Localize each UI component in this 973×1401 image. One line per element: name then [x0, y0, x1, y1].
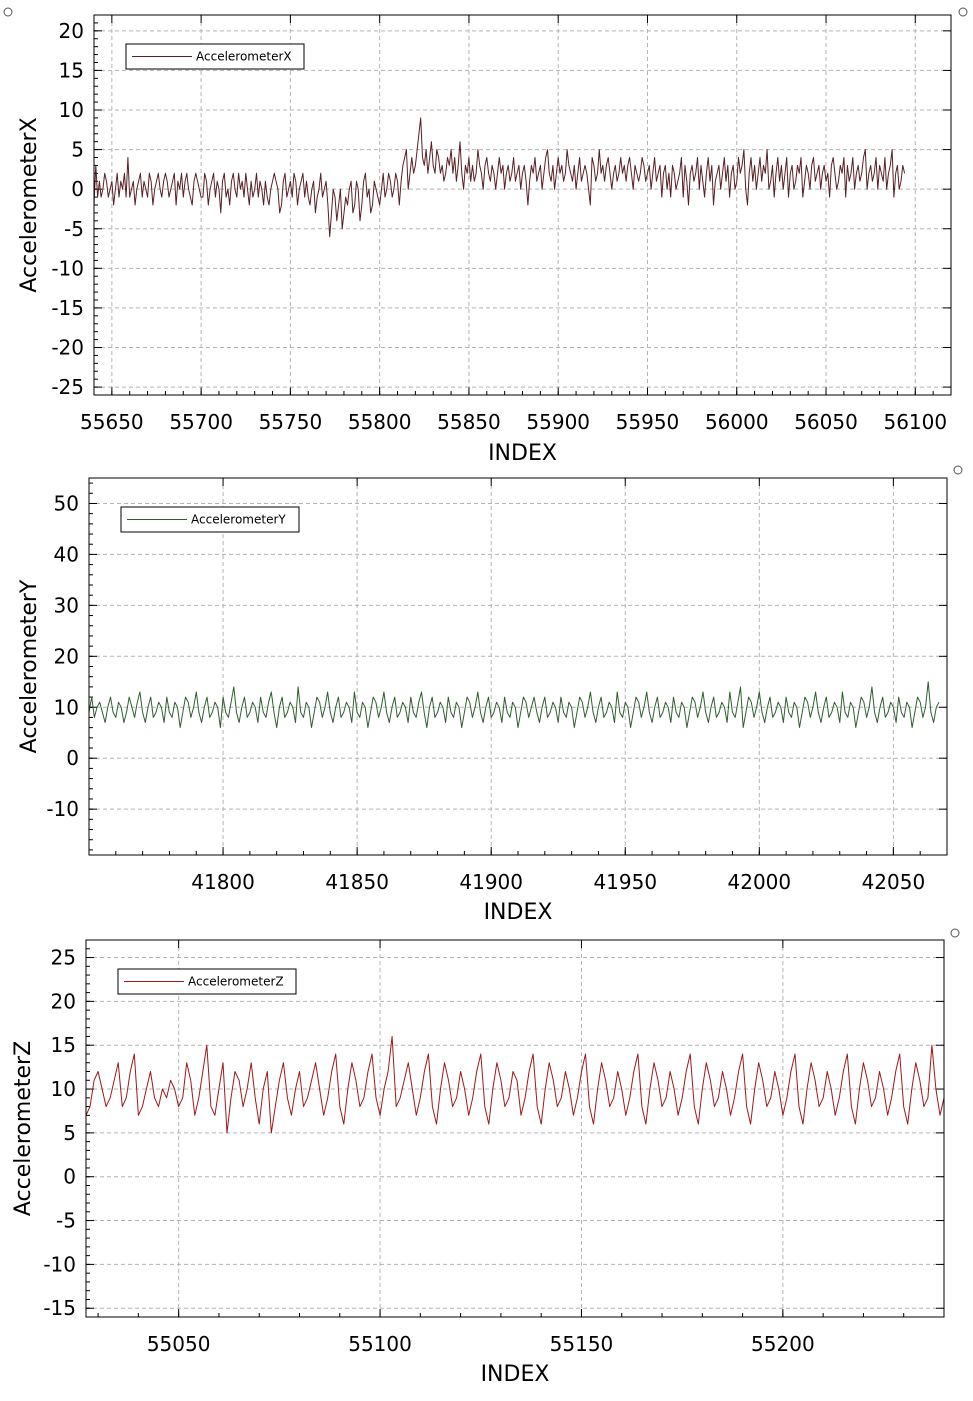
- x-tick-label: 55650: [80, 410, 144, 434]
- y-axis-title: AccelerometerY: [17, 579, 42, 753]
- corner-handle-icon: [950, 928, 960, 938]
- x-tick-label: 55850: [437, 410, 501, 434]
- x-tick-label: 55800: [348, 410, 412, 434]
- y-tick-label: 20: [54, 644, 79, 668]
- chart-accelerometer-z: 55050 55100 55150 55200 -15 -10 -5 0 5 10 15 20 25 Ac…: [11, 939, 945, 1387]
- x-tick-label: 56000: [705, 410, 769, 434]
- y-tick-label: -15: [43, 1296, 76, 1320]
- x-tick-label: 55100: [348, 1332, 412, 1356]
- y-tick-label: 30: [54, 593, 79, 617]
- y-tick-label: -10: [46, 797, 79, 821]
- x-tick-label: 42050: [862, 870, 926, 894]
- y-tick-label: 20: [59, 19, 84, 43]
- x-tick-label: 41950: [593, 870, 657, 894]
- x-axis-title: INDEX: [484, 900, 553, 925]
- plot-background: [86, 940, 944, 1317]
- series-line: [89, 681, 940, 729]
- series-line: [94, 117, 906, 238]
- x-axis-title: INDEX: [481, 1362, 550, 1387]
- x-tick-label: 56050: [794, 410, 858, 434]
- y-tick-label: 0: [66, 746, 79, 770]
- chart-accelerometer-x: 55650 55700 55750 55800 55850 55900 55950 56000…: [17, 14, 952, 466]
- y-tick-label: 5: [63, 1121, 76, 1145]
- legend-label: AccelerometerZ: [188, 975, 284, 989]
- y-tick-label: -25: [51, 375, 84, 399]
- plot-frame: [93, 14, 952, 396]
- corner-handle-icon: [3, 7, 13, 17]
- legend-box: [117, 968, 297, 995]
- x-tick-label: 55200: [751, 1332, 815, 1356]
- y-tick-label: 10: [54, 695, 79, 719]
- x-axis-title: INDEX: [488, 441, 557, 466]
- y-tick-label: -5: [56, 1209, 76, 1233]
- plot-frame: [85, 939, 945, 1318]
- y-tick-label: -15: [51, 296, 84, 320]
- y-tick-label: 10: [51, 1077, 76, 1101]
- y-tick-label: 10: [59, 98, 84, 122]
- y-tick-label: 25: [51, 946, 76, 970]
- corner-handle-icon: [958, 7, 968, 17]
- plot-frame: [88, 477, 948, 856]
- chart-accelerometer-y: 41800 41850 41900 41950 42000 42050 -10 0 10 20 30…: [17, 477, 948, 925]
- corner-markers: [3, 7, 968, 938]
- y-axis-title: AccelerometerX: [17, 117, 42, 292]
- corner-handle-icon: [953, 465, 963, 475]
- x-tick-label: 55900: [526, 410, 590, 434]
- x-tick-label: 56100: [883, 410, 947, 434]
- y-tick-label: 0: [71, 177, 84, 201]
- x-tick-label: 41900: [459, 870, 523, 894]
- x-tick-label: 42000: [728, 870, 792, 894]
- y-tick-label: 15: [51, 1033, 76, 1057]
- y-tick-label: -10: [51, 256, 84, 280]
- x-tick-label: 55950: [616, 410, 680, 434]
- y-axis-title: AccelerometerZ: [11, 1041, 36, 1216]
- x-tick-label: 55700: [169, 410, 233, 434]
- y-tick-label: -20: [51, 336, 84, 360]
- y-tick-label: 40: [54, 542, 79, 566]
- plot-background: [94, 15, 951, 395]
- legend-label: AccelerometerY: [191, 513, 286, 527]
- y-tick-label: -10: [43, 1252, 76, 1276]
- x-tick-label: 55750: [259, 410, 323, 434]
- x-tick-label: 55150: [550, 1332, 614, 1356]
- x-tick-label: 41800: [191, 870, 255, 894]
- y-tick-label: 50: [54, 491, 79, 515]
- x-tick-label: 55050: [147, 1332, 211, 1356]
- legend-label: AccelerometerX: [196, 50, 292, 64]
- plot-background: [89, 478, 947, 855]
- y-tick-label: -5: [64, 217, 84, 241]
- y-tick-label: 0: [63, 1165, 76, 1189]
- series-line: [86, 1035, 944, 1134]
- x-tick-label: 41850: [325, 870, 389, 894]
- y-tick-label: 5: [71, 138, 84, 162]
- y-tick-label: 15: [59, 58, 84, 82]
- y-tick-label: 20: [51, 989, 76, 1013]
